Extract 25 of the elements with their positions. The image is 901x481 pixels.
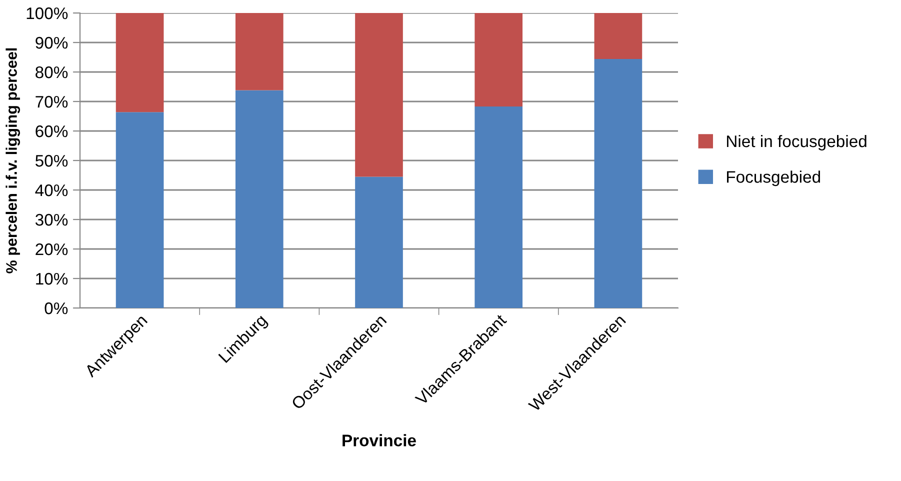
y-tick-label: 80%: [36, 66, 68, 78]
y-tick-label: 20%: [36, 243, 68, 256]
y-tick-label: 50%: [36, 154, 68, 167]
y-tick-label: 10%: [36, 272, 68, 285]
bar: [235, 13, 284, 90]
legend-label: Focusgebied: [727, 170, 820, 186]
bar: [235, 90, 284, 308]
bar: [355, 13, 403, 177]
y-tick-label: 0%: [44, 302, 68, 314]
bar: [594, 13, 642, 60]
bar: [474, 106, 523, 308]
y-tick-label: 60%: [36, 125, 68, 138]
bar: [116, 13, 164, 112]
y-tick-label: 100%: [26, 7, 68, 20]
bar: [116, 112, 164, 308]
bar: [355, 176, 403, 308]
bar: [594, 59, 642, 308]
y-tick-label: 40%: [35, 184, 68, 196]
y-tick-label: 90%: [36, 36, 68, 49]
y-tick-label: 70%: [36, 96, 68, 108]
y-tick-label: 30%: [35, 214, 68, 226]
y-axis-title: % percelen i.f.v. ligging perceel: [6, 48, 20, 274]
legend-label: Niet in focusgebied: [727, 134, 866, 150]
bar: [474, 13, 523, 107]
x-axis-title: Provincie: [342, 434, 416, 446]
